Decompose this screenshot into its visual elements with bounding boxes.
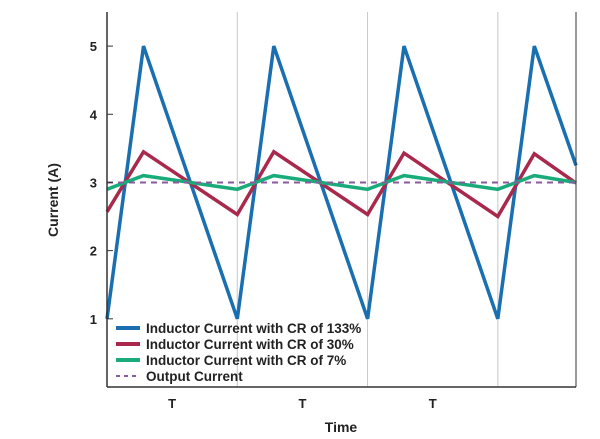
y-tick-label-0: 1: [90, 312, 97, 327]
y-tick-label-4: 5: [90, 39, 97, 54]
legend: Inductor Current with CR of 133%Inductor…: [116, 321, 361, 384]
legend-label-2: Inductor Current with CR of 7%: [146, 353, 346, 368]
series-line-0: [105, 45, 578, 320]
y-axis-title: Current (A): [45, 163, 61, 237]
y-ticks: 1 2 3 4 5: [90, 39, 113, 327]
series-group: [105, 45, 578, 320]
x-axis-title: Time: [325, 419, 358, 435]
x-tick-label-1: T: [298, 396, 306, 411]
grid: [236, 12, 499, 387]
legend-label-1: Inductor Current with CR of 30%: [146, 337, 354, 352]
x-tick-label-0: T: [168, 396, 176, 411]
y-tick-label-2: 3: [90, 175, 97, 190]
axes: [106, 12, 577, 388]
legend-label-0: Inductor Current with CR of 133%: [146, 321, 361, 336]
legend-label-3: Output Current: [146, 369, 243, 384]
y-tick-label-3: 4: [90, 107, 98, 122]
watermark: 知乎 @Leon.Go: [481, 403, 588, 420]
y-tick-label-1: 2: [90, 244, 97, 259]
series-line-1: [105, 149, 578, 219]
series-line-2: [106, 173, 577, 192]
x-tick-label-2: T: [429, 396, 437, 411]
